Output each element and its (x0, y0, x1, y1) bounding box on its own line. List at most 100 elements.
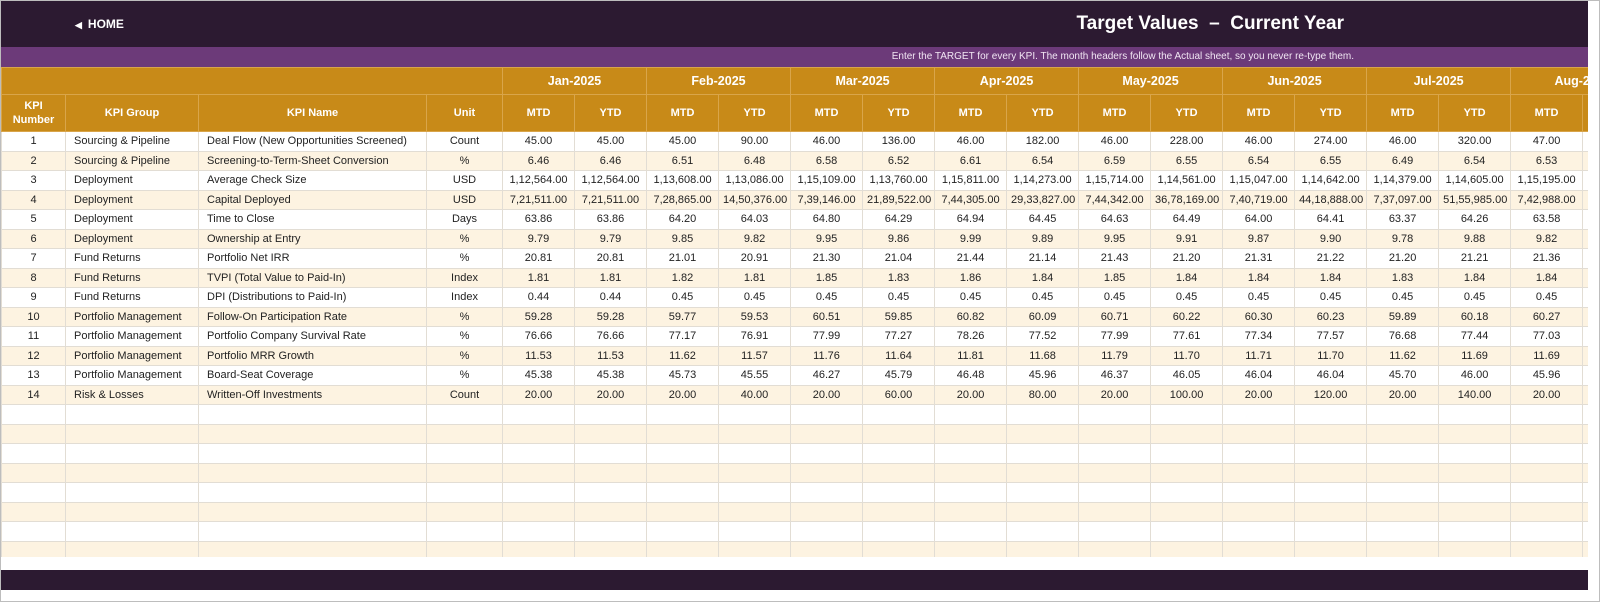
value-cell: 21.04 (862, 248, 936, 269)
value-cell: 6.46 (573, 150, 648, 171)
value-cell: 76.68 (1366, 326, 1440, 347)
value-cell: 1,14,379.00 (1366, 170, 1440, 191)
data-row: 14 Risk & Losses Written-Off Investments Co… (1, 384, 1588, 405)
sub-header: MTD (646, 94, 720, 132)
empty-cell (426, 521, 503, 542)
cell-number: 3 (1, 170, 66, 191)
cell-name: Follow-On Participation Rate (198, 306, 427, 327)
value-cell: 6.51 (646, 150, 720, 171)
cell-unit: % (426, 150, 503, 171)
empty-cell (790, 462, 864, 483)
empty-cell (1006, 540, 1080, 557)
value-cell: 7,37,097.00 (1366, 189, 1440, 210)
cell-unit: % (426, 248, 503, 269)
value-cell: 9.95 (1078, 228, 1152, 249)
empty-cell (934, 462, 1008, 483)
cell-group: Deployment (65, 189, 199, 210)
value-cell: 274.00 (1294, 131, 1368, 152)
home-label[interactable]: HOME (87, 17, 124, 31)
value-cell: 7,40,719.00 (1222, 189, 1296, 210)
empty-cell (1438, 423, 1512, 444)
value-cell: 21.20 (1366, 248, 1440, 269)
value-cell: 51,55,985.00 (1438, 189, 1512, 210)
empty-cell (862, 404, 936, 425)
value-cell: 6.49 (1366, 150, 1440, 171)
data-row: 12 Portfolio Management Portfolio MRR Grow… (1, 345, 1588, 366)
empty-cell (1150, 443, 1224, 464)
top-bar: ◀ HOME Target Values – Current Year (1, 1, 1588, 47)
cell-unit: % (426, 326, 503, 347)
value-cell: 45.38 (502, 365, 575, 386)
empty-cell (1438, 482, 1512, 503)
value-cell: 11.53 (573, 345, 648, 366)
value-cell: 64.63 (1078, 209, 1152, 230)
empty-cell (502, 482, 575, 503)
empty-cell (1150, 501, 1224, 522)
value-cell: 45.00 (646, 131, 720, 152)
value-cell: 77.57 (1294, 326, 1368, 347)
value-cell: 20.81 (573, 248, 648, 269)
value-cell: 1.82 (646, 267, 720, 288)
value-cell: 0.45 (1222, 287, 1296, 308)
value-cell: 46.04 (1222, 365, 1296, 386)
value-cell: 77.52 (1006, 326, 1080, 347)
cell-number: 5 (1, 209, 66, 230)
cell-number: 7 (1, 248, 66, 269)
empty-cell (1006, 404, 1080, 425)
empty-cell (426, 423, 503, 444)
empty-cell (1366, 501, 1440, 522)
empty-cell (862, 521, 936, 542)
value-cell: 0.45 (646, 287, 720, 308)
value-cell: 45.00 (502, 131, 575, 152)
value-cell: 77.99 (790, 326, 864, 347)
value-cell: 11.62 (1366, 345, 1440, 366)
value-cell: 1,12,564.00 (573, 170, 648, 191)
empty-cell (790, 521, 864, 542)
value-cell: 1.81 (573, 267, 648, 288)
value-cell: 21.01 (646, 248, 720, 269)
empty-cell (1222, 482, 1296, 503)
value-cell: 0.45 (1078, 287, 1152, 308)
value-cell: 20.00 (573, 384, 648, 405)
empty-cell (862, 462, 936, 483)
cell-number: 1 (1, 131, 66, 152)
value-cell: 140.00 (1438, 384, 1512, 405)
value-cell: 9.89 (1006, 228, 1080, 249)
empty-cell (1294, 404, 1368, 425)
value-cell: 1.81 (718, 267, 792, 288)
empty-cell (1582, 501, 1588, 522)
cell-unit: Count (426, 131, 503, 152)
empty-cell (1, 423, 66, 444)
empty-cell (65, 501, 199, 522)
cell-number: 8 (1, 267, 66, 288)
cell-unit: Days (426, 209, 503, 230)
value-cell: 9.87 (1222, 228, 1296, 249)
month-header: Aug-2025 (1510, 67, 1588, 95)
value-cell: 64.80 (790, 209, 864, 230)
value-cell: 64.94 (934, 209, 1008, 230)
home-button[interactable]: ◀ HOME (75, 17, 124, 31)
empty-cell (934, 501, 1008, 522)
empty-cell (1, 521, 66, 542)
value-cell: 21.30 (790, 248, 864, 269)
empty-cell (1006, 462, 1080, 483)
empty-cell (1510, 501, 1584, 522)
empty-cell (1, 443, 66, 464)
value-cell (1582, 248, 1588, 269)
value-cell: 46.37 (1078, 365, 1152, 386)
empty-cell (198, 462, 427, 483)
value-cell: 77.44 (1438, 326, 1512, 347)
cell-group: Deployment (65, 170, 199, 191)
empty-cell (1294, 423, 1368, 444)
value-cell: 29,33,827.00 (1006, 189, 1080, 210)
value-cell: 1.84 (1150, 267, 1224, 288)
empty-cell (1078, 521, 1152, 542)
empty-cell (790, 540, 864, 557)
cell-number: 6 (1, 228, 66, 249)
sub-header: MTD (502, 94, 575, 132)
value-cell: 1.86 (934, 267, 1008, 288)
cell-name: Deal Flow (New Opportunities Screened) (198, 131, 427, 152)
value-cell: 21.43 (1078, 248, 1152, 269)
cell-name: Portfolio Company Survival Rate (198, 326, 427, 347)
cell-number: 4 (1, 189, 66, 210)
